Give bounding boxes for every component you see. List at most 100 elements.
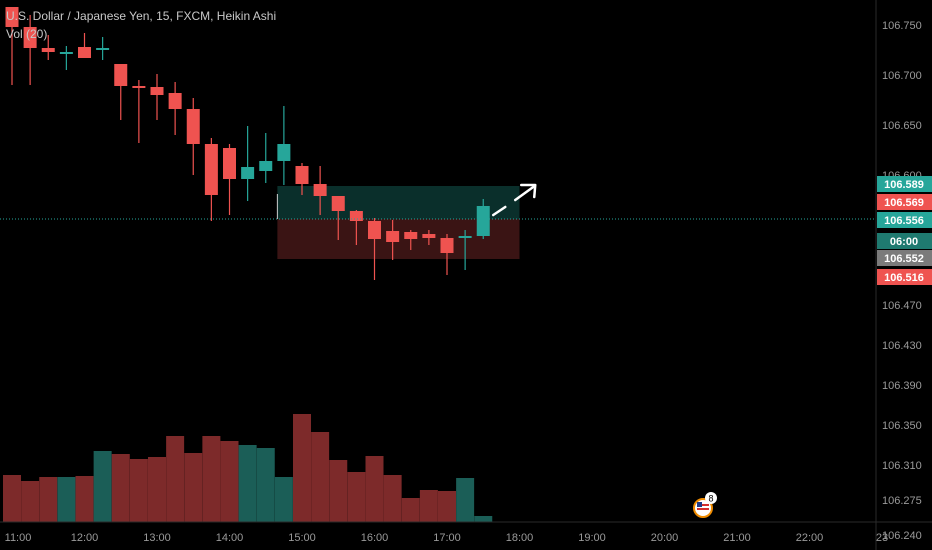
price-tick-label: 106.700 bbox=[882, 70, 922, 82]
price-badge-label: 106.516 bbox=[884, 272, 924, 284]
time-tick-label: 19:00 bbox=[578, 532, 606, 544]
volume-bar bbox=[383, 475, 402, 522]
candle-body bbox=[277, 144, 291, 161]
candle-body bbox=[150, 87, 164, 95]
volume-bar bbox=[311, 432, 330, 522]
volume-bar bbox=[39, 477, 58, 522]
candle-body bbox=[168, 93, 182, 109]
event-count: 8 bbox=[708, 494, 713, 504]
price-badge-label: 106.552 bbox=[884, 253, 924, 265]
price-tick-label: 106.240 bbox=[882, 530, 922, 542]
volume-bar bbox=[148, 457, 166, 522]
candle-body bbox=[440, 238, 454, 253]
time-tick-label: 17:00 bbox=[433, 532, 461, 544]
volume-bar bbox=[438, 491, 456, 522]
candle-body bbox=[368, 221, 381, 239]
candlesticks bbox=[5, 7, 490, 280]
volume-bar bbox=[456, 478, 475, 522]
price-badge-label: 06:00 bbox=[890, 236, 918, 248]
volume-bar bbox=[129, 459, 148, 522]
volume-bar bbox=[111, 454, 130, 522]
candle-body bbox=[313, 184, 327, 196]
volume-indicator-label: Vol (20) bbox=[6, 27, 48, 41]
time-tick-label: 11:00 bbox=[5, 532, 32, 544]
flag-stripe bbox=[697, 504, 709, 506]
price-tick-label: 106.350 bbox=[882, 420, 922, 432]
volume-bar bbox=[202, 436, 221, 522]
volume-bar bbox=[238, 445, 257, 522]
candle-body bbox=[114, 64, 128, 86]
economic-event-marker[interactable]: 8 bbox=[693, 492, 717, 518]
time-tick-label: 16:00 bbox=[361, 532, 389, 544]
volume-bar bbox=[93, 451, 112, 522]
price-tick-label: 106.470 bbox=[882, 300, 922, 312]
time-tick-label: 23 bbox=[876, 532, 888, 544]
price-badge-label: 106.589 bbox=[884, 179, 924, 191]
price-tick-label: 106.650 bbox=[882, 120, 922, 132]
candle-body bbox=[349, 211, 363, 221]
price-badge-label: 106.569 bbox=[884, 197, 924, 209]
price-tick-label: 106.430 bbox=[882, 340, 922, 352]
volume-bar bbox=[347, 472, 366, 522]
volume-bar bbox=[329, 460, 348, 522]
candle-body bbox=[404, 232, 418, 239]
volume-bar bbox=[21, 481, 40, 522]
time-tick-label: 21:00 bbox=[723, 532, 751, 544]
volume-bar bbox=[474, 516, 493, 522]
volume-bar bbox=[274, 477, 293, 522]
candle-body bbox=[223, 148, 236, 179]
arrow-dash bbox=[492, 205, 507, 217]
price-badge bbox=[877, 233, 932, 249]
candle-body bbox=[78, 47, 91, 58]
arrow-shaft bbox=[514, 185, 535, 202]
candle-body bbox=[5, 7, 19, 27]
candle-body bbox=[241, 167, 255, 179]
flag-canton bbox=[697, 502, 702, 507]
volume-bar bbox=[256, 448, 275, 522]
candle-body bbox=[23, 27, 37, 48]
price-badge bbox=[877, 212, 932, 228]
candle-body bbox=[259, 161, 273, 171]
candle-body bbox=[59, 52, 73, 54]
candle-body bbox=[204, 144, 218, 195]
time-tick-label: 14:00 bbox=[216, 532, 244, 544]
candle-body bbox=[132, 86, 146, 88]
time-tick-label: 12:00 bbox=[71, 532, 99, 544]
candle-body bbox=[186, 109, 200, 144]
price-badge bbox=[877, 269, 932, 285]
candle-body bbox=[41, 48, 55, 52]
volume-bar bbox=[3, 475, 21, 522]
candle-body bbox=[386, 231, 400, 242]
price-badge bbox=[877, 194, 932, 210]
arrow-head bbox=[520, 183, 537, 199]
chart-title: U.S. Dollar / Japanese Yen, 15, FXCM, He… bbox=[6, 9, 277, 23]
price-badges: 106.589 106.569 106.556 06:00 106.552 106.516 bbox=[877, 176, 932, 285]
price-tick-label: 106.750 bbox=[882, 20, 922, 32]
candle-body bbox=[96, 48, 110, 50]
volume-bar bbox=[220, 441, 239, 522]
time-tick-label: 22:00 bbox=[796, 532, 824, 544]
time-tick-label: 13:00 bbox=[143, 532, 171, 544]
price-tick-label: 106.310 bbox=[882, 460, 922, 472]
candle-body bbox=[458, 236, 472, 238]
time-axis[interactable]: 11:00 12:00 13:00 14:00 15:00 16:00 17:00 18:00… bbox=[5, 532, 888, 544]
annotations bbox=[276, 183, 537, 219]
volume-bar bbox=[57, 477, 76, 522]
price-badge-label: 106.556 bbox=[884, 215, 924, 227]
candle-body bbox=[476, 206, 490, 236]
volume-bars bbox=[3, 414, 493, 522]
volume-bar bbox=[401, 498, 420, 522]
price-badge bbox=[877, 250, 932, 266]
price-badge bbox=[877, 176, 932, 192]
candle-body bbox=[331, 196, 345, 211]
time-tick-label: 18:00 bbox=[506, 532, 534, 544]
flag-stripe bbox=[697, 508, 709, 510]
volume-bar bbox=[419, 490, 438, 522]
volume-bar bbox=[184, 453, 203, 522]
price-tick-label: 106.275 bbox=[882, 495, 922, 507]
price-tick-label: 106.390 bbox=[882, 380, 922, 392]
volume-bar bbox=[365, 456, 384, 522]
volume-bar bbox=[75, 476, 94, 522]
candle-body bbox=[422, 234, 436, 238]
